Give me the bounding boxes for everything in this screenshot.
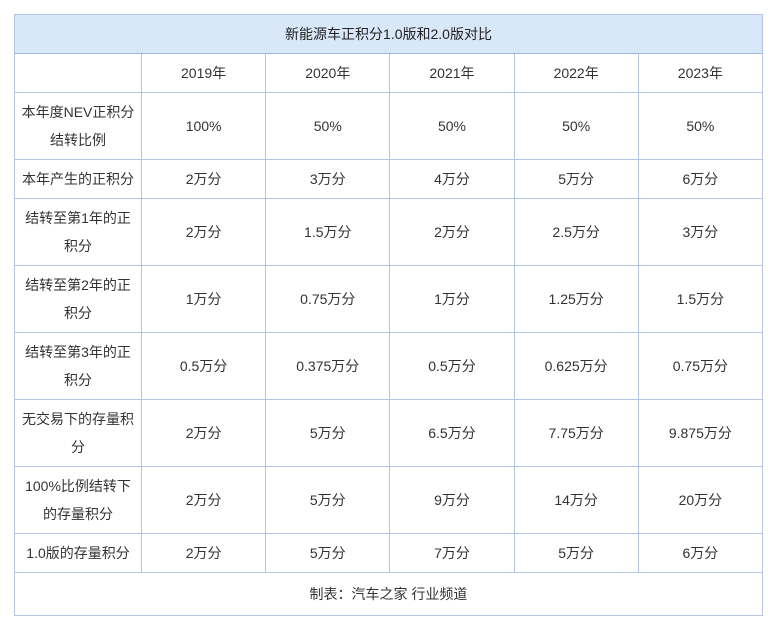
table-cell: 50% <box>265 92 391 160</box>
footer-row: 制表：汽车之家 行业频道 <box>14 572 763 616</box>
row-label: 本年度NEV正积分 结转比例 <box>14 92 142 160</box>
row-label: 结转至第3年的正 积分 <box>14 332 142 400</box>
table-cell: 2万分 <box>140 466 267 534</box>
table-cell: 2万分 <box>140 399 267 467</box>
table-cell: 5万分 <box>265 466 391 534</box>
table-cell: 6万分 <box>637 159 764 199</box>
table-cell: 50% <box>513 92 639 160</box>
row-label: 本年产生的正积分 <box>14 159 142 199</box>
table-cell: 50% <box>637 92 764 160</box>
table-cell: 3万分 <box>265 159 391 199</box>
table-row-generated-credits: 本年产生的正积分 2万分 3万分 4万分 5万分 6万分 <box>14 159 764 199</box>
table-cell: 5万分 <box>265 533 391 573</box>
table-cell: 0.75万分 <box>265 265 391 333</box>
table-row-stock-no-trade: 无交易下的存量积 分 2万分 5万分 6.5万分 7.75万分 9.875万分 <box>14 399 764 467</box>
table-row-carryover-year2: 结转至第2年的正 积分 1万分 0.75万分 1万分 1.25万分 1.5万分 <box>14 265 764 333</box>
table-cell: 5万分 <box>513 533 639 573</box>
table-row-carryover-year1: 结转至第1年的正 积分 2万分 1.5万分 2万分 2.5万分 3万分 <box>14 198 764 266</box>
table-row-carryover-year3: 结转至第3年的正 积分 0.5万分 0.375万分 0.5万分 0.625万分 … <box>14 332 764 400</box>
column-header-2021: 2021年 <box>389 53 515 93</box>
table-cell: 100% <box>140 92 267 160</box>
column-header-2019: 2019年 <box>140 53 267 93</box>
table-cell: 1.25万分 <box>513 265 639 333</box>
title-row: 新能源车正积分1.0版和2.0版对比 <box>14 14 763 54</box>
row-label: 结转至第2年的正 积分 <box>14 265 142 333</box>
table-cell: 1万分 <box>389 265 515 333</box>
table-cell: 6.5万分 <box>389 399 515 467</box>
table-cell: 0.75万分 <box>637 332 764 400</box>
row-label: 100%比例结转下 的存量积分 <box>14 466 142 534</box>
table-cell: 0.375万分 <box>265 332 391 400</box>
row-label: 结转至第1年的正 积分 <box>14 198 142 266</box>
table-cell: 5万分 <box>265 399 391 467</box>
row-label: 1.0版的存量积分 <box>14 533 142 573</box>
table-title: 新能源车正积分1.0版和2.0版对比 <box>14 14 763 54</box>
table-cell: 50% <box>389 92 515 160</box>
row-label: 无交易下的存量积 分 <box>14 399 142 467</box>
header-row: 2019年 2020年 2021年 2022年 2023年 <box>14 53 764 93</box>
table-cell: 14万分 <box>513 466 639 534</box>
table-cell: 7.75万分 <box>513 399 639 467</box>
table-row-carryover-ratio: 本年度NEV正积分 结转比例 100% 50% 50% 50% 50% <box>14 92 764 160</box>
table-cell: 2万分 <box>140 198 267 266</box>
table-cell: 9万分 <box>389 466 515 534</box>
table-cell: 0.5万分 <box>140 332 267 400</box>
table-cell: 2万分 <box>140 159 267 199</box>
table-cell: 1.5万分 <box>637 265 764 333</box>
table-cell: 0.5万分 <box>389 332 515 400</box>
table-cell: 1.5万分 <box>265 198 391 266</box>
table-cell: 1万分 <box>140 265 267 333</box>
table-row-stock-full-carryover: 100%比例结转下 的存量积分 2万分 5万分 9万分 14万分 20万分 <box>14 466 764 534</box>
table-cell: 7万分 <box>389 533 515 573</box>
table-cell: 0.625万分 <box>513 332 639 400</box>
column-header-2020: 2020年 <box>265 53 391 93</box>
table-cell: 6万分 <box>637 533 764 573</box>
table-cell: 3万分 <box>637 198 764 266</box>
table-cell: 4万分 <box>389 159 515 199</box>
table-cell: 9.875万分 <box>637 399 764 467</box>
table-cell: 20万分 <box>637 466 764 534</box>
table-cell: 5万分 <box>513 159 639 199</box>
table-cell: 2万分 <box>389 198 515 266</box>
column-header-2023: 2023年 <box>637 53 764 93</box>
table-footer-credit: 制表：汽车之家 行业频道 <box>14 572 763 616</box>
nev-credits-comparison-table: 新能源车正积分1.0版和2.0版对比 2019年 2020年 2021年 202… <box>14 14 764 616</box>
table-cell: 2.5万分 <box>513 198 639 266</box>
table-cell: 2万分 <box>140 533 267 573</box>
column-header-2022: 2022年 <box>513 53 639 93</box>
column-header-blank <box>14 53 142 93</box>
table-row-stock-v1: 1.0版的存量积分 2万分 5万分 7万分 5万分 6万分 <box>14 533 764 573</box>
